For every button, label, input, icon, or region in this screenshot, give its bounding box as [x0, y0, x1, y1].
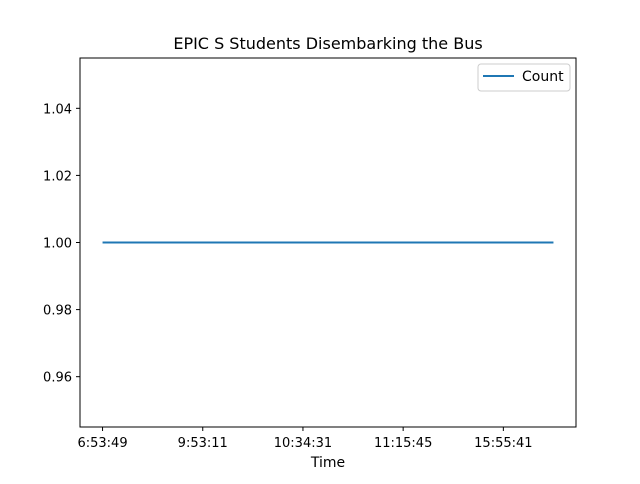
- x-axis-label: Time: [310, 455, 345, 471]
- chart-title: EPIC S Students Disembarking the Bus: [173, 34, 482, 53]
- x-tick-label: 6:53:49: [77, 436, 127, 451]
- x-tick-label: 15:55:41: [474, 436, 532, 451]
- legend-label-count: Count: [522, 69, 564, 85]
- y-tick-label: 1.04: [43, 102, 72, 117]
- legend-box: [477, 63, 571, 92]
- y-tick-label: 0.96: [43, 371, 72, 386]
- x-axis: 6:53:49 9:53:11 10:34:31 11:15:45 15:55:41: [77, 427, 533, 451]
- x-tick-label: 11:15:45: [374, 436, 432, 451]
- y-tick-label: 1.00: [43, 237, 72, 252]
- legend: Count: [477, 63, 571, 92]
- y-tick-label: 0.98: [43, 304, 72, 319]
- x-tick-label: 9:53:11: [178, 436, 228, 451]
- y-axis: 0.96 0.98 1.00 1.02 1.04: [43, 102, 80, 386]
- x-tick-label: 10:34:31: [274, 436, 332, 451]
- y-tick-label: 1.02: [43, 169, 72, 184]
